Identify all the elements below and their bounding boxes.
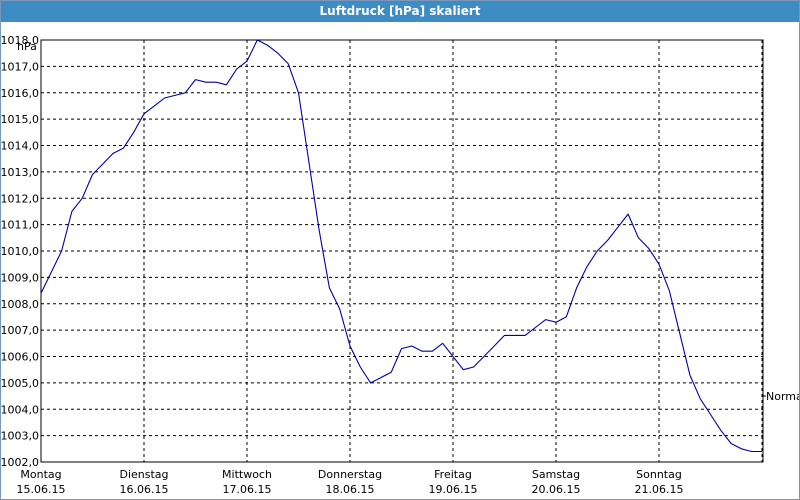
y-tick-label: 1014,0 [1, 140, 39, 153]
y-tick-label: 1004,0 [1, 403, 39, 416]
x-tick-label-day: Freitag [434, 468, 472, 481]
y-tick-label: 1015,0 [1, 113, 39, 126]
normal-label: Normal [766, 390, 799, 403]
y-tick-label: 1007,0 [1, 324, 39, 337]
y-tick-label: 1013,0 [1, 166, 39, 179]
x-axis-ticks: Montag 15.06.15 Dienstag 16.06.15 Mittwoch 17… [17, 468, 684, 496]
x-tick-label-day: Sonntag [636, 468, 682, 481]
x-tick-label-date: 21.06.15 [635, 483, 684, 496]
x-tick-label-date: 19.06.15 [429, 483, 478, 496]
x-tick-label-day: Donnerstag [318, 468, 382, 481]
series [40, 39, 762, 453]
y-tick-label: 1006,0 [1, 351, 39, 364]
window-title: Luftdruck [hPa] skaliert [1, 1, 799, 22]
y-tick-label: 1010,0 [1, 245, 39, 258]
x-tick-label-date: 15.06.15 [17, 483, 66, 496]
x-tick-label-day: Montag [20, 468, 61, 481]
pressure-series-line [40, 39, 762, 453]
y-tick-label: 1005,0 [1, 377, 39, 390]
x-tick-label-day: Mittwoch [222, 468, 272, 481]
y-tick-label: 1003,0 [1, 430, 39, 443]
y-tick-label: 1008,0 [1, 298, 39, 311]
y-tick-label: 1016,0 [1, 87, 39, 100]
y-tick-label: 1017,0 [1, 60, 39, 73]
x-tick-label-date: 18.06.15 [326, 483, 375, 496]
y-unit-label: hPa [17, 40, 37, 53]
x-tick-label-date: 16.06.15 [120, 483, 169, 496]
x-tick-label-date: 17.06.15 [223, 483, 272, 496]
grid [41, 39, 763, 462]
x-tick-label-day: Dienstag [119, 468, 168, 481]
y-tick-label: 1011,0 [1, 219, 39, 232]
x-tick-label-day: Samstag [532, 468, 580, 481]
y-tick-label: 1018,0 [1, 34, 39, 47]
y-tick-label: 1002,0 [1, 456, 39, 469]
y-tick-label: 1012,0 [1, 192, 39, 205]
y-axis-ticks: 1002,0 1003,0 1004,0 1005,0 1006,0 1007,0 1008… [1, 34, 39, 469]
x-tick-label-date: 20.06.15 [532, 483, 581, 496]
pressure-chart: hPa 1002,0 1003,0 1004,0 1005,0 1006,0 1007,0… [1, 34, 799, 496]
annotations: Normal [763, 390, 799, 403]
y-tick-label: 1009,0 [1, 271, 39, 284]
plot-frame [40, 39, 764, 463]
